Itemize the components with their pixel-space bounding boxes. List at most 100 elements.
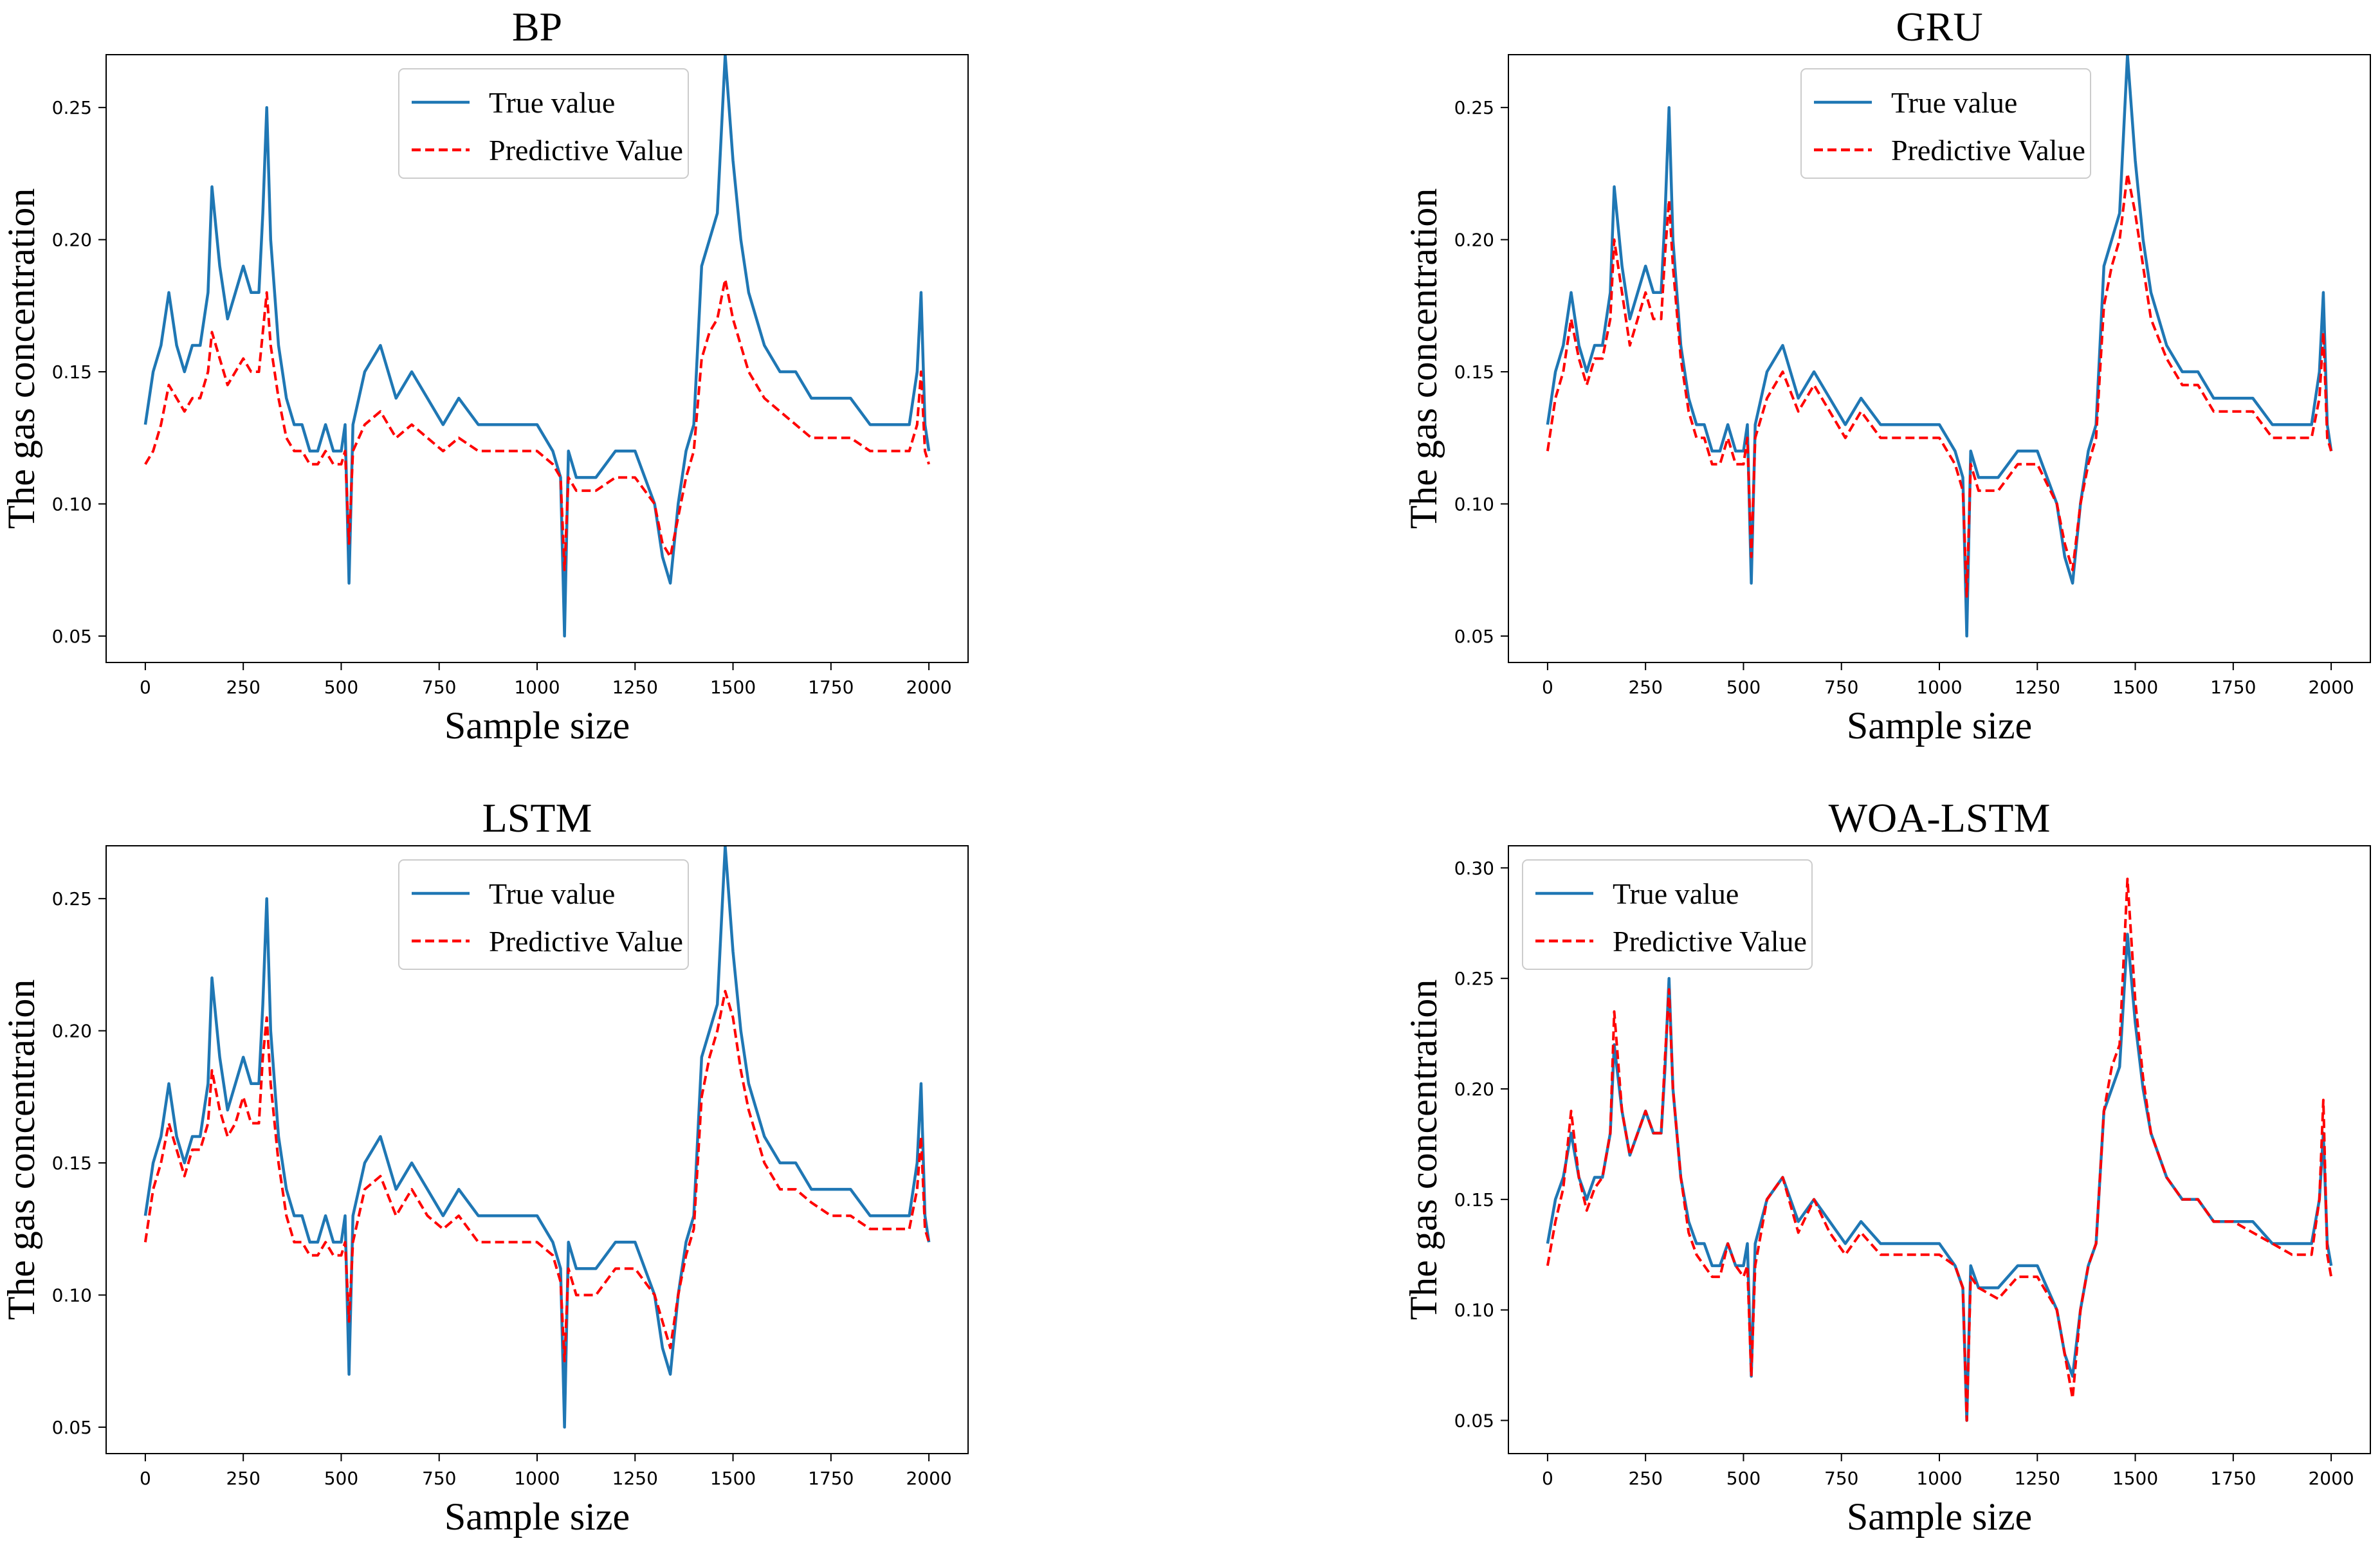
legend: True value Predictive Value <box>398 68 689 179</box>
series-line-predictive-value <box>1546 877 2333 1422</box>
y-tick-label: 0.05 <box>52 1417 92 1438</box>
legend-label-true-value: True value <box>489 86 615 119</box>
series-line-predictive-value <box>143 990 931 1363</box>
legend-label-predictive-value: Predictive Value <box>1613 925 1807 958</box>
x-tick-label: 500 <box>324 1468 358 1489</box>
y-tick-label: 0.05 <box>52 626 92 647</box>
legend-box <box>398 68 689 179</box>
series-line-predictive-value <box>144 278 931 572</box>
x-tick-label: 1250 <box>2015 1468 2060 1489</box>
y-tick-label: 0.15 <box>1454 361 1494 383</box>
y-tick-label: 0.20 <box>52 230 92 251</box>
series-line-true-value <box>1546 55 2333 638</box>
x-tick-label: 1000 <box>1916 677 1962 698</box>
legend-label-predictive-value: Predictive Value <box>489 925 683 958</box>
y-tick-label: 0.20 <box>1454 230 1494 251</box>
x-tick-label: 0 <box>140 1468 151 1489</box>
chart-panel-1: BP 0 250 500 750 1000 1250 1500 1750 2000 0.05 0.10… <box>0 4 969 747</box>
x-tick-label: 1750 <box>808 1468 854 1489</box>
x-tick-label: 1000 <box>514 1468 560 1489</box>
chart-title: WOA-LSTM <box>1829 795 2051 841</box>
x-tick-label: 1250 <box>612 1468 658 1489</box>
legend: True value Predictive Value <box>398 859 689 970</box>
x-axis-label: Sample size <box>444 704 630 747</box>
plot-area <box>1546 877 2333 1422</box>
y-tick-label: 0.15 <box>1454 1189 1494 1210</box>
chart-panel-2: GRU 0 250 500 750 1000 1250 1500 1750 2000 0.05 0.1… <box>1402 4 2371 747</box>
x-tick-label: 250 <box>1628 1468 1662 1489</box>
y-tick-label: 0.25 <box>1454 968 1494 989</box>
y-axis-label: The gas concentration <box>1402 980 1445 1320</box>
legend-box <box>1800 68 2091 179</box>
legend-label-predictive-value: Predictive Value <box>1891 134 2085 167</box>
y-tick-label: 0.30 <box>1454 857 1494 879</box>
x-tick-label: 1750 <box>808 677 854 698</box>
x-tick-label: 750 <box>1824 1468 1858 1489</box>
legend: True value Predictive Value <box>1800 68 2091 179</box>
x-tick-label: 250 <box>1628 677 1662 698</box>
y-tick-label: 0.20 <box>1454 1079 1494 1100</box>
x-tick-label: 250 <box>226 677 260 698</box>
legend: True value Predictive Value <box>1522 859 1813 970</box>
x-tick-label: 1000 <box>514 677 560 698</box>
x-tick-label: 2000 <box>906 677 951 698</box>
legend-box <box>398 859 689 970</box>
y-tick-label: 0.25 <box>52 97 92 118</box>
chart-panel-3: LSTM 0 250 500 750 1000 1250 1500 1750 2000 0.05 0.… <box>0 795 969 1538</box>
y-tick-label: 0.10 <box>1454 1300 1494 1321</box>
y-tick-label: 0.25 <box>52 888 92 909</box>
y-tick-label: 0.10 <box>1454 493 1494 515</box>
x-tick-label: 1500 <box>710 1468 756 1489</box>
plot-area <box>1546 55 2333 638</box>
legend-label-true-value: True value <box>489 877 615 910</box>
y-tick-label: 0.05 <box>1454 626 1494 647</box>
plot-area <box>143 846 931 1429</box>
y-tick-label: 0.05 <box>1454 1410 1494 1431</box>
x-tick-label: 0 <box>1542 677 1553 698</box>
plot-area <box>143 55 931 638</box>
x-tick-label: 2000 <box>2308 1468 2354 1489</box>
x-tick-label: 1000 <box>1916 1468 1962 1489</box>
x-axis-label: Sample size <box>444 1495 630 1538</box>
chart-title: LSTM <box>482 795 592 841</box>
series-line-true-value <box>143 846 931 1429</box>
x-tick-label: 2000 <box>2308 677 2354 698</box>
chart-title: BP <box>512 4 562 50</box>
x-tick-label: 500 <box>324 677 358 698</box>
x-tick-label: 750 <box>422 677 456 698</box>
x-tick-label: 1250 <box>2015 677 2060 698</box>
x-tick-label: 1750 <box>2210 1468 2256 1489</box>
x-tick-label: 1250 <box>612 677 658 698</box>
x-tick-label: 0 <box>1542 1468 1553 1489</box>
x-tick-label: 750 <box>422 1468 456 1489</box>
x-tick-label: 500 <box>1726 1468 1761 1489</box>
y-axis-label: The gas concentration <box>0 188 42 529</box>
chart-title: GRU <box>1896 4 1982 50</box>
legend-label-true-value: True value <box>1891 86 2017 119</box>
x-tick-label: 1500 <box>2112 1468 2158 1489</box>
y-tick-label: 0.15 <box>52 361 92 383</box>
series-line-predictive-value <box>1546 172 2333 598</box>
legend-box <box>1522 859 1813 970</box>
x-tick-label: 0 <box>140 677 151 698</box>
y-tick-label: 0.10 <box>52 1284 92 1306</box>
series-line-true-value <box>143 55 931 638</box>
x-tick-label: 250 <box>226 1468 260 1489</box>
chart-panel-4: WOA-LSTM 0 250 500 750 1000 1250 1500 1750 2000 0.… <box>1402 795 2371 1538</box>
x-tick-label: 750 <box>1824 677 1858 698</box>
y-axis-label: The gas concentration <box>0 980 42 1320</box>
y-tick-label: 0.20 <box>52 1021 92 1042</box>
x-axis-label: Sample size <box>1847 1495 2032 1538</box>
y-tick-label: 0.25 <box>1454 97 1494 118</box>
x-tick-label: 2000 <box>906 1468 951 1489</box>
x-tick-label: 500 <box>1726 677 1761 698</box>
legend-label-predictive-value: Predictive Value <box>489 134 683 167</box>
x-tick-label: 1500 <box>710 677 756 698</box>
y-axis-label: The gas concentration <box>1402 188 1445 529</box>
legend-label-true-value: True value <box>1613 877 1739 910</box>
x-axis-label: Sample size <box>1847 704 2032 747</box>
x-tick-label: 1500 <box>2112 677 2158 698</box>
y-tick-label: 0.15 <box>52 1153 92 1174</box>
